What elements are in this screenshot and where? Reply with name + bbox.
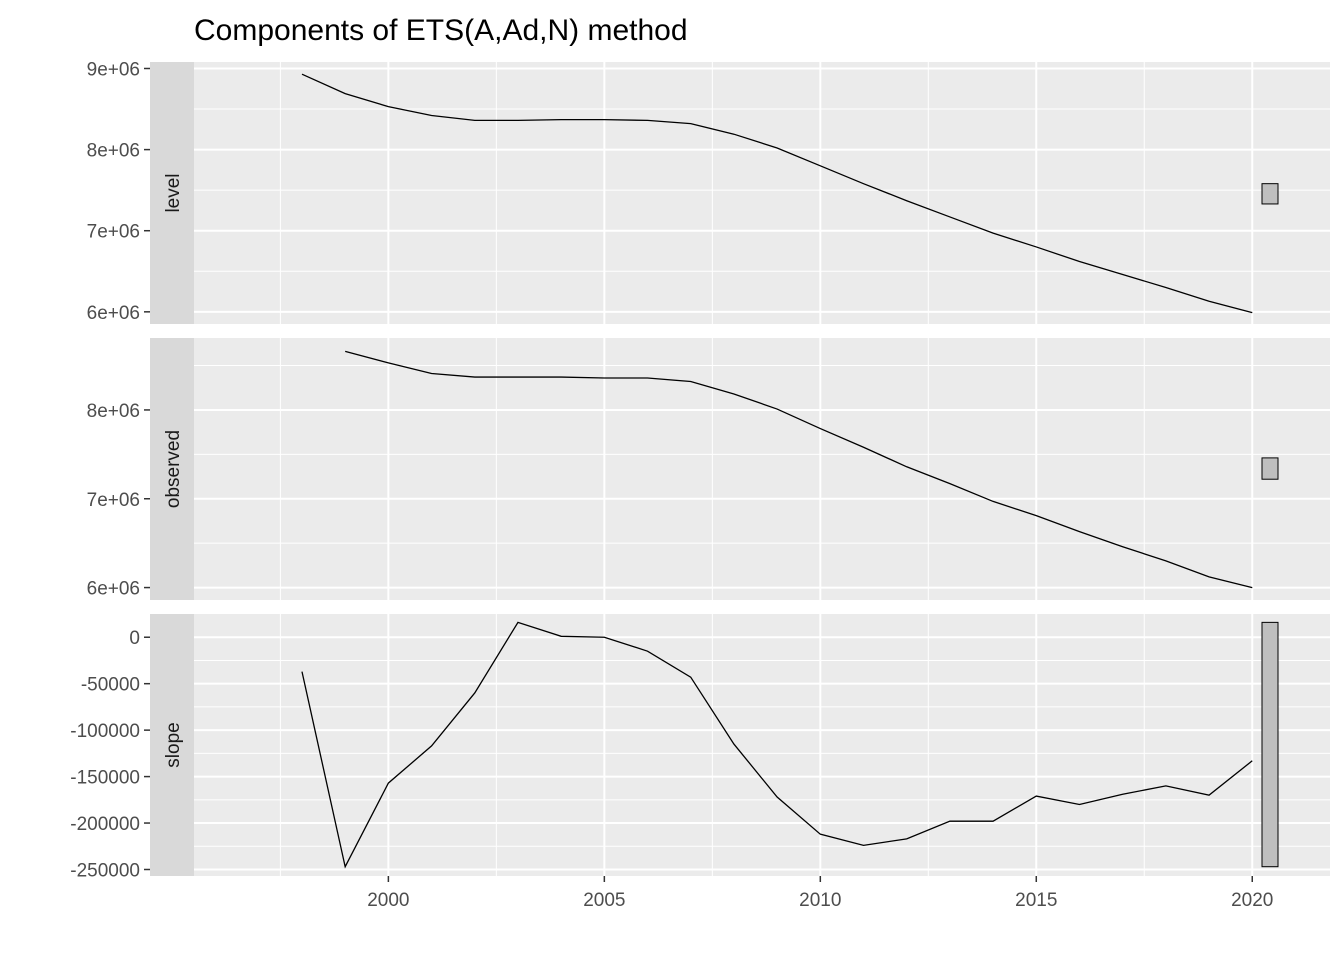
y-tick-label: -50000 (81, 675, 140, 696)
y-tick-label: -250000 (70, 860, 140, 881)
y-tick-label: -150000 (70, 768, 140, 789)
x-tick-label: 2000 (367, 890, 409, 911)
strip-observed (150, 338, 194, 600)
y-tick-label: 7e+06 (87, 490, 140, 511)
chart-title: Components of ETS(A,Ad,N) method (194, 14, 688, 47)
panel-observed: observed 6e+06 7e+06 8e+06 (87, 338, 1330, 600)
strip-label-level: level (163, 173, 184, 212)
range-bar-level (1261, 183, 1279, 205)
range-bar-observed (1261, 457, 1279, 480)
panel-background (194, 614, 1330, 876)
strip-label-slope: slope (163, 722, 184, 767)
strip-label-observed: observed (163, 430, 184, 508)
series-line-slope (301, 621, 1253, 869)
panel-background (194, 62, 1330, 324)
range-bar-slope (1261, 621, 1279, 868)
y-tick-label: 6e+06 (87, 303, 140, 324)
strip-level (150, 62, 194, 324)
y-tick-label: 0 (129, 628, 140, 649)
x-tick-label: 2020 (1231, 890, 1273, 911)
x-tick-label: 2010 (799, 890, 841, 911)
series-line-level (301, 73, 1253, 314)
y-tick-label: 6e+06 (87, 579, 140, 600)
y-tick-label: 8e+06 (87, 401, 140, 422)
x-axis: 2000 2005 2010 2015 2020 (367, 876, 1273, 911)
y-tick-label: 9e+06 (87, 59, 140, 80)
y-tick-label: 7e+06 (87, 222, 140, 243)
series-line-observed (345, 350, 1253, 589)
strip-slope (150, 614, 194, 876)
panels: level 6e+06 7e+06 8e+06 9e+06 observed 6e+06 7e… (70, 59, 1330, 881)
x-tick-label: 2015 (1015, 890, 1057, 911)
x-tick-label: 2005 (583, 890, 625, 911)
panel-level: level 6e+06 7e+06 8e+06 9e+06 (87, 59, 1330, 324)
y-tick-label: -100000 (70, 721, 140, 742)
y-tick-label: 8e+06 (87, 141, 140, 162)
panel-slope: slope -250000 -200000 -150000 -100000 -50000 0 (70, 614, 1330, 881)
panel-background (194, 338, 1330, 600)
y-tick-label: -200000 (70, 814, 140, 835)
